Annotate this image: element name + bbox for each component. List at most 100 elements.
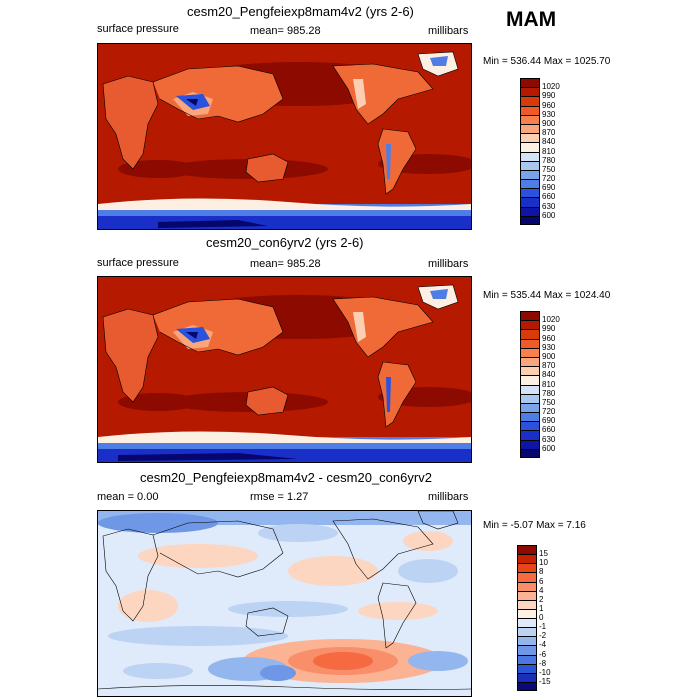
panel1-legend-label: 630 [542, 201, 556, 211]
panel3-legend-label: -15 [539, 676, 551, 686]
panel1-legend-swatch [521, 169, 539, 180]
panel2-legend-bar [520, 311, 540, 458]
panel2-map-svg [98, 277, 471, 462]
panel3-minmax-label: Min = -5.07 Max = 7.16 [483, 520, 586, 531]
panel2-units-label: millibars [428, 258, 469, 270]
panel3-units-label: millibars [428, 491, 469, 503]
panel1-legend-label: 720 [542, 174, 556, 184]
panel2-legend-label: 900 [542, 351, 556, 361]
panel3-legend-bar [517, 545, 537, 691]
panel3-legend-swatch [518, 645, 536, 655]
panel3-legend-label: -4 [539, 640, 547, 650]
panel2-legend-swatch [521, 448, 539, 458]
panel2-legend-label: 870 [542, 361, 556, 371]
panel2-legend-label: 810 [542, 379, 556, 389]
panel1-legend-label: 1020 [542, 82, 560, 92]
panel1-legend-swatch [521, 160, 539, 170]
panel2-legend-swatch [521, 430, 539, 440]
panel3-legend-swatch [518, 627, 536, 637]
panel2-legend-label: 600 [542, 443, 556, 453]
panel2-minmax-label: Min = 535.44 Max = 1024.40 [483, 290, 611, 301]
panel1-legend-swatch [521, 78, 539, 88]
panel1-legend-label: 600 [542, 210, 556, 220]
panel2-legend-label: 1020 [542, 315, 560, 325]
panel2-color-legend: 1020 990 960 930 900 870 840 810 780 750 720 690 660… [520, 311, 560, 458]
panel3-legend-swatch [518, 608, 536, 618]
panel1-legend-swatch [521, 105, 539, 115]
panel1-legend-label: 870 [542, 128, 556, 138]
panel3-difference-map [97, 510, 472, 697]
panel2-legend-label: 660 [542, 425, 556, 435]
panel3-legend-label: 1 [539, 603, 544, 613]
panel3-color-legend: 15 10 8 6 4 2 1 0 -1 -2 -4 -6 -8 -10 -15 [517, 545, 551, 691]
panel2-legend-swatch [521, 338, 539, 348]
panel2-legend-swatch [521, 347, 539, 357]
panel1-legend-swatch [521, 96, 539, 106]
panel3-legend-label: -1 [539, 622, 547, 632]
panel1-minmax-label: Min = 536.44 Max = 1025.70 [483, 56, 611, 67]
panel3-map-svg [98, 511, 471, 696]
panel1-legend-label: 690 [542, 183, 556, 193]
panel2-legend-swatch [521, 421, 539, 431]
panel1-legend-swatch [521, 197, 539, 207]
panel3-legend-label: -6 [539, 649, 547, 659]
panel1-pressure-map [97, 43, 472, 230]
panel3-legend-swatch [518, 572, 536, 582]
panel3-legend-label: 10 [539, 558, 548, 568]
panel1-legend-swatch [521, 133, 539, 143]
panel2-legend-label: 690 [542, 416, 556, 426]
panel2-legend-swatch [521, 384, 539, 394]
season-label: MAM [506, 8, 557, 31]
panel2-legend-label: 750 [542, 397, 556, 407]
panel1-legend-label: 930 [542, 109, 556, 119]
panel1-legend-label: 780 [542, 155, 556, 165]
panel2-legend-label: 960 [542, 333, 556, 343]
panel1-variable-label: surface pressure [97, 23, 179, 35]
panel3-legend-label: -2 [539, 631, 547, 641]
panel1-legend-swatch [521, 215, 539, 225]
panel2-legend-label: 630 [542, 434, 556, 444]
panel3-legend-label: -8 [539, 658, 547, 668]
panel3-legend-swatch [518, 663, 536, 673]
panel1-legend-label: 900 [542, 118, 556, 128]
panel1-legend-swatch [521, 151, 539, 161]
panel1-legend-swatch [521, 179, 539, 189]
panel1-color-legend: 1020 990 960 930 900 870 840 810 780 750 720 690 660… [520, 78, 560, 225]
panel3-legend-swatch [518, 554, 536, 564]
panel1-legend-label: 810 [542, 146, 556, 156]
panel3-legend-swatch [518, 672, 536, 682]
panel3-legend-swatch [518, 618, 536, 628]
panel3-legend-swatch [518, 545, 536, 555]
panel1-map-svg [98, 44, 471, 229]
panel3-legend-swatch [518, 563, 536, 573]
panel1-legend-bar [520, 78, 540, 225]
panel1-legend-swatch [521, 87, 539, 97]
panel3-legend-label: 4 [539, 585, 544, 595]
panel2-legend-swatch [521, 439, 539, 449]
panel2-legend-swatch [521, 311, 539, 321]
panel1-legend-swatch [521, 188, 539, 198]
panel1-legend-label: 840 [542, 137, 556, 147]
panel1-legend-label: 750 [542, 164, 556, 174]
panel1-legend-label: 660 [542, 192, 556, 202]
panel1-legend-label: 990 [542, 91, 556, 101]
panel1-legend-swatch [521, 206, 539, 216]
panel3-legend-label: 6 [539, 576, 544, 586]
panel1-mean-label: mean= 985.28 [250, 25, 321, 37]
panel1-legend-swatch [521, 142, 539, 152]
panel3-legend-swatch [518, 654, 536, 664]
panel3-mean-label: mean = 0.00 [97, 491, 159, 503]
panel1-legend-swatch [521, 123, 539, 134]
panel2-legend-label: 930 [542, 342, 556, 352]
panel3-legend-label: -10 [539, 667, 551, 677]
panel3-legend-swatch [518, 599, 536, 609]
panel3-legend-swatch [518, 681, 536, 691]
panel2-legend-swatch [521, 375, 539, 385]
panel3-legend-swatch [518, 636, 536, 646]
panel3-legend-label: 2 [539, 594, 544, 604]
panel3-legend-label: 0 [539, 613, 544, 622]
panel3-legend-swatch [518, 590, 536, 600]
panel2-legend-swatch [521, 366, 539, 376]
panel2-variable-label: surface pressure [97, 257, 179, 269]
panel2-legend-swatch [521, 329, 539, 339]
